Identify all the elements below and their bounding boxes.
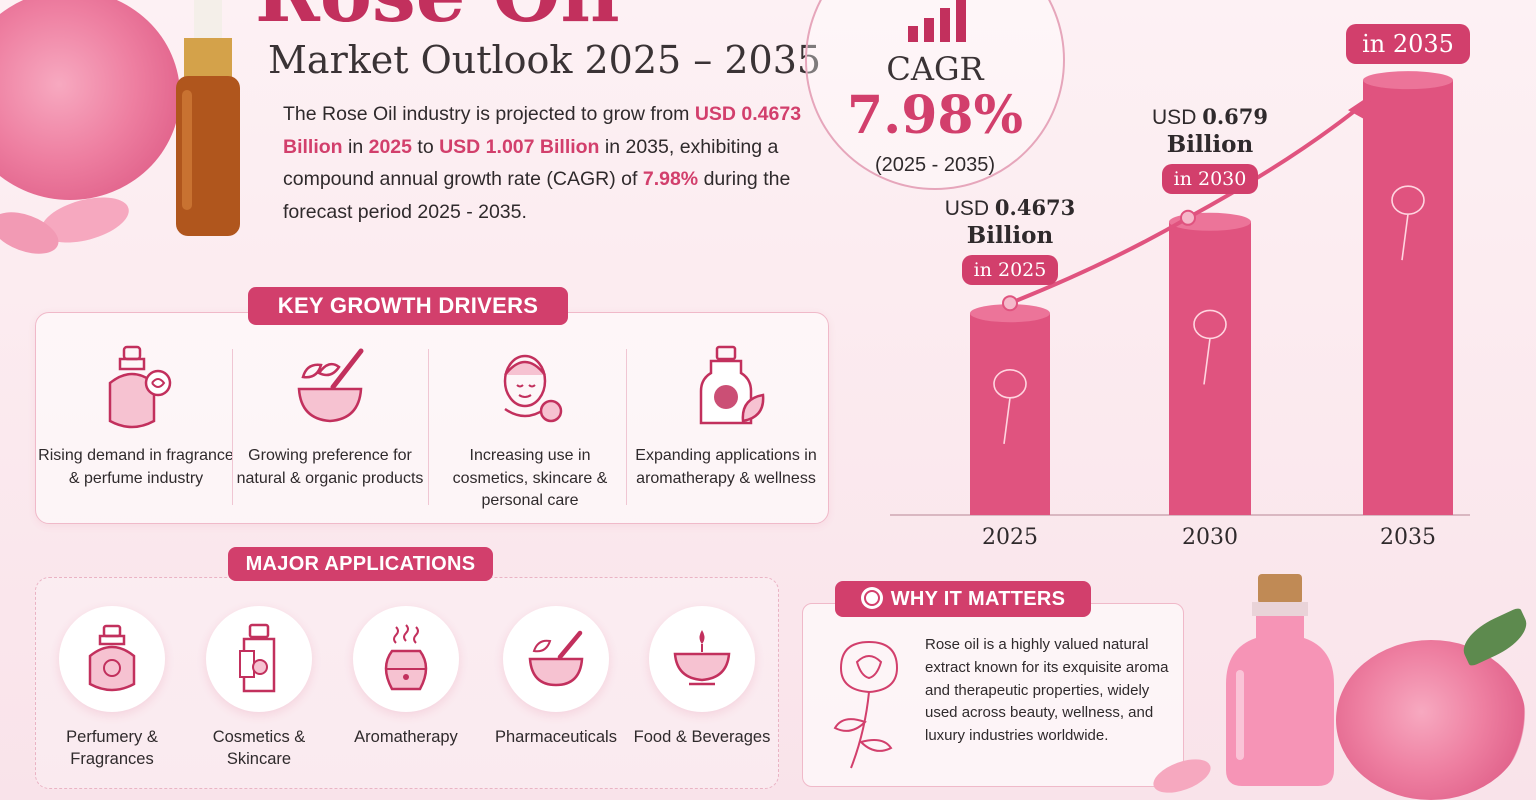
bar-value-label: USD 0.679 (1152, 103, 1268, 129)
cagr-period: (2025 - 2035) (874, 154, 996, 176)
application-item-perfumery: Perfumery & Fragrances (42, 606, 182, 770)
intro-text: to (411, 135, 440, 158)
why-it-matters-panel: Rose oil is a highly valued natural extr… (802, 603, 1184, 787)
application-icon-circle (649, 606, 755, 712)
intro-paragraph: The Rose Oil industry is projected to gr… (283, 98, 843, 228)
cagr-value: 7.98% (846, 85, 1024, 146)
chart-bar-2025 (970, 304, 1050, 515)
application-icon-circle (59, 606, 165, 712)
divider (626, 349, 627, 505)
divider (232, 349, 233, 505)
bar-value-number: 0.4673 (994, 195, 1076, 221)
bar-value-unit: Billion (1166, 130, 1254, 158)
x-axis-tick-label: 2035 (1380, 525, 1436, 550)
perfume-bottle-rose-icon (108, 345, 172, 429)
page-title: Rose Oil (255, 0, 620, 34)
bar-year-pill: in 2035 (1346, 24, 1470, 65)
growth-chart-icon (908, 0, 966, 42)
trend-point (1180, 209, 1196, 226)
chart-bar-2035 (1363, 71, 1453, 515)
perfume-icon (88, 624, 136, 692)
intro-value-start: USD 0.4673 Billion (283, 103, 802, 158)
application-label: Aromatherapy (354, 728, 458, 746)
chart-bar-2030 (1169, 212, 1251, 515)
bar-value-number: 0.679 (1202, 103, 1268, 129)
driver-label: Expanding applications in aromatherapy &… (635, 447, 817, 487)
trend-arrow-head (1348, 94, 1372, 121)
leaf-decoration (1456, 606, 1534, 668)
application-item-pharmaceuticals: Pharmaceuticals (486, 606, 626, 748)
driver-item-natural: Growing preference for natural & organic… (232, 343, 428, 490)
why-it-matters-text: Rose oil is a highly valued natural extr… (925, 636, 1169, 745)
mortar-pestle-leaf-icon (297, 348, 364, 423)
rose-line-icon (833, 640, 899, 769)
why-title-text: WHY IT MATTERS (890, 588, 1066, 610)
bar-year-pill: in 2030 (1162, 163, 1258, 194)
intro-year-start: 2025 (368, 135, 412, 158)
chart-canvas (890, 71, 1470, 516)
x-axis-tick-label: 2030 (1182, 525, 1238, 550)
application-label: Food & Beverages (633, 728, 771, 746)
application-icon-circle (503, 606, 609, 712)
applications-section-title: MAJOR APPLICATIONS (228, 547, 493, 581)
intro-value-end: USD 1.007 Billion (439, 135, 600, 158)
dropper-bottle-image (162, 0, 254, 240)
application-icon-circle (206, 606, 312, 712)
rose-decoration-top-left (0, 0, 180, 200)
trend-point (1002, 295, 1018, 312)
candle-bowl-icon (673, 630, 731, 686)
intro-cagr: 7.98% (642, 168, 699, 190)
rose-decoration-bottom-right (1336, 640, 1526, 800)
cosmetic-bottle-icon (239, 623, 276, 693)
driver-item-aromatherapy: Expanding applications in aromatherapy &… (628, 343, 824, 490)
bar-value-unit: Billion (966, 222, 1054, 250)
intro-text: The Rose Oil industry is projected to gr… (283, 103, 695, 125)
application-icon-circle (353, 606, 459, 712)
oil-bottle-leaf-icon (699, 345, 765, 425)
application-label: Perfumery & Fragrances (66, 728, 158, 768)
drivers-panel: Rising demand in fragrance & perfume ind… (35, 312, 829, 524)
application-item-food: Food & Beverages (632, 606, 772, 748)
market-growth-chart: USD 0.4673 Billion in 2025 2025 USD 0.679 Bil… (880, 0, 1480, 560)
cork-bottle-image (1222, 574, 1338, 788)
divider (428, 349, 429, 505)
bar-value-label: USD 0.4673 (944, 195, 1076, 221)
application-label: Cosmetics & Skincare (212, 728, 306, 768)
driver-item-cosmetics: Increasing use in cosmetics, skincare & … (432, 343, 628, 513)
intro-text: in 2035, exhibiting a compound annual gr… (283, 135, 779, 191)
mortar-icon (528, 630, 584, 687)
applications-panel: Perfumery & Fragrances Cosmetics & Skinc… (35, 577, 779, 789)
application-label: Pharmaceuticals (495, 728, 617, 746)
drivers-section-title: KEY GROWTH DRIVERS (248, 287, 568, 325)
driver-label: Rising demand in fragrance & perfume ind… (38, 447, 234, 487)
woman-face-rose-icon (503, 354, 563, 423)
driver-item-fragrance: Rising demand in fragrance & perfume ind… (38, 343, 234, 490)
intro-text: during the forecast period 2025 - 2035. (283, 168, 791, 223)
application-item-cosmetics: Cosmetics & Skincare (189, 606, 329, 770)
driver-label: Increasing use in cosmetics, skincare & … (452, 447, 608, 509)
rose-icon (860, 586, 883, 609)
intro-text: in (342, 135, 369, 158)
cagr-label: CAGR (886, 50, 984, 88)
bar-year-pill: in 2025 (962, 255, 1058, 286)
driver-label: Growing preference for natural & organic… (236, 447, 424, 487)
application-item-aromatherapy: Aromatherapy (336, 606, 476, 748)
cagr-badge: CAGR 7.98% (2025 - 2035) (805, 0, 1065, 190)
why-it-matters-title: WHY IT MATTERS (835, 581, 1091, 617)
x-axis-tick-label: 2025 (982, 525, 1038, 550)
page-subtitle: Market Outlook 2025 – 2035 (268, 38, 822, 82)
diffuser-icon (384, 624, 428, 691)
